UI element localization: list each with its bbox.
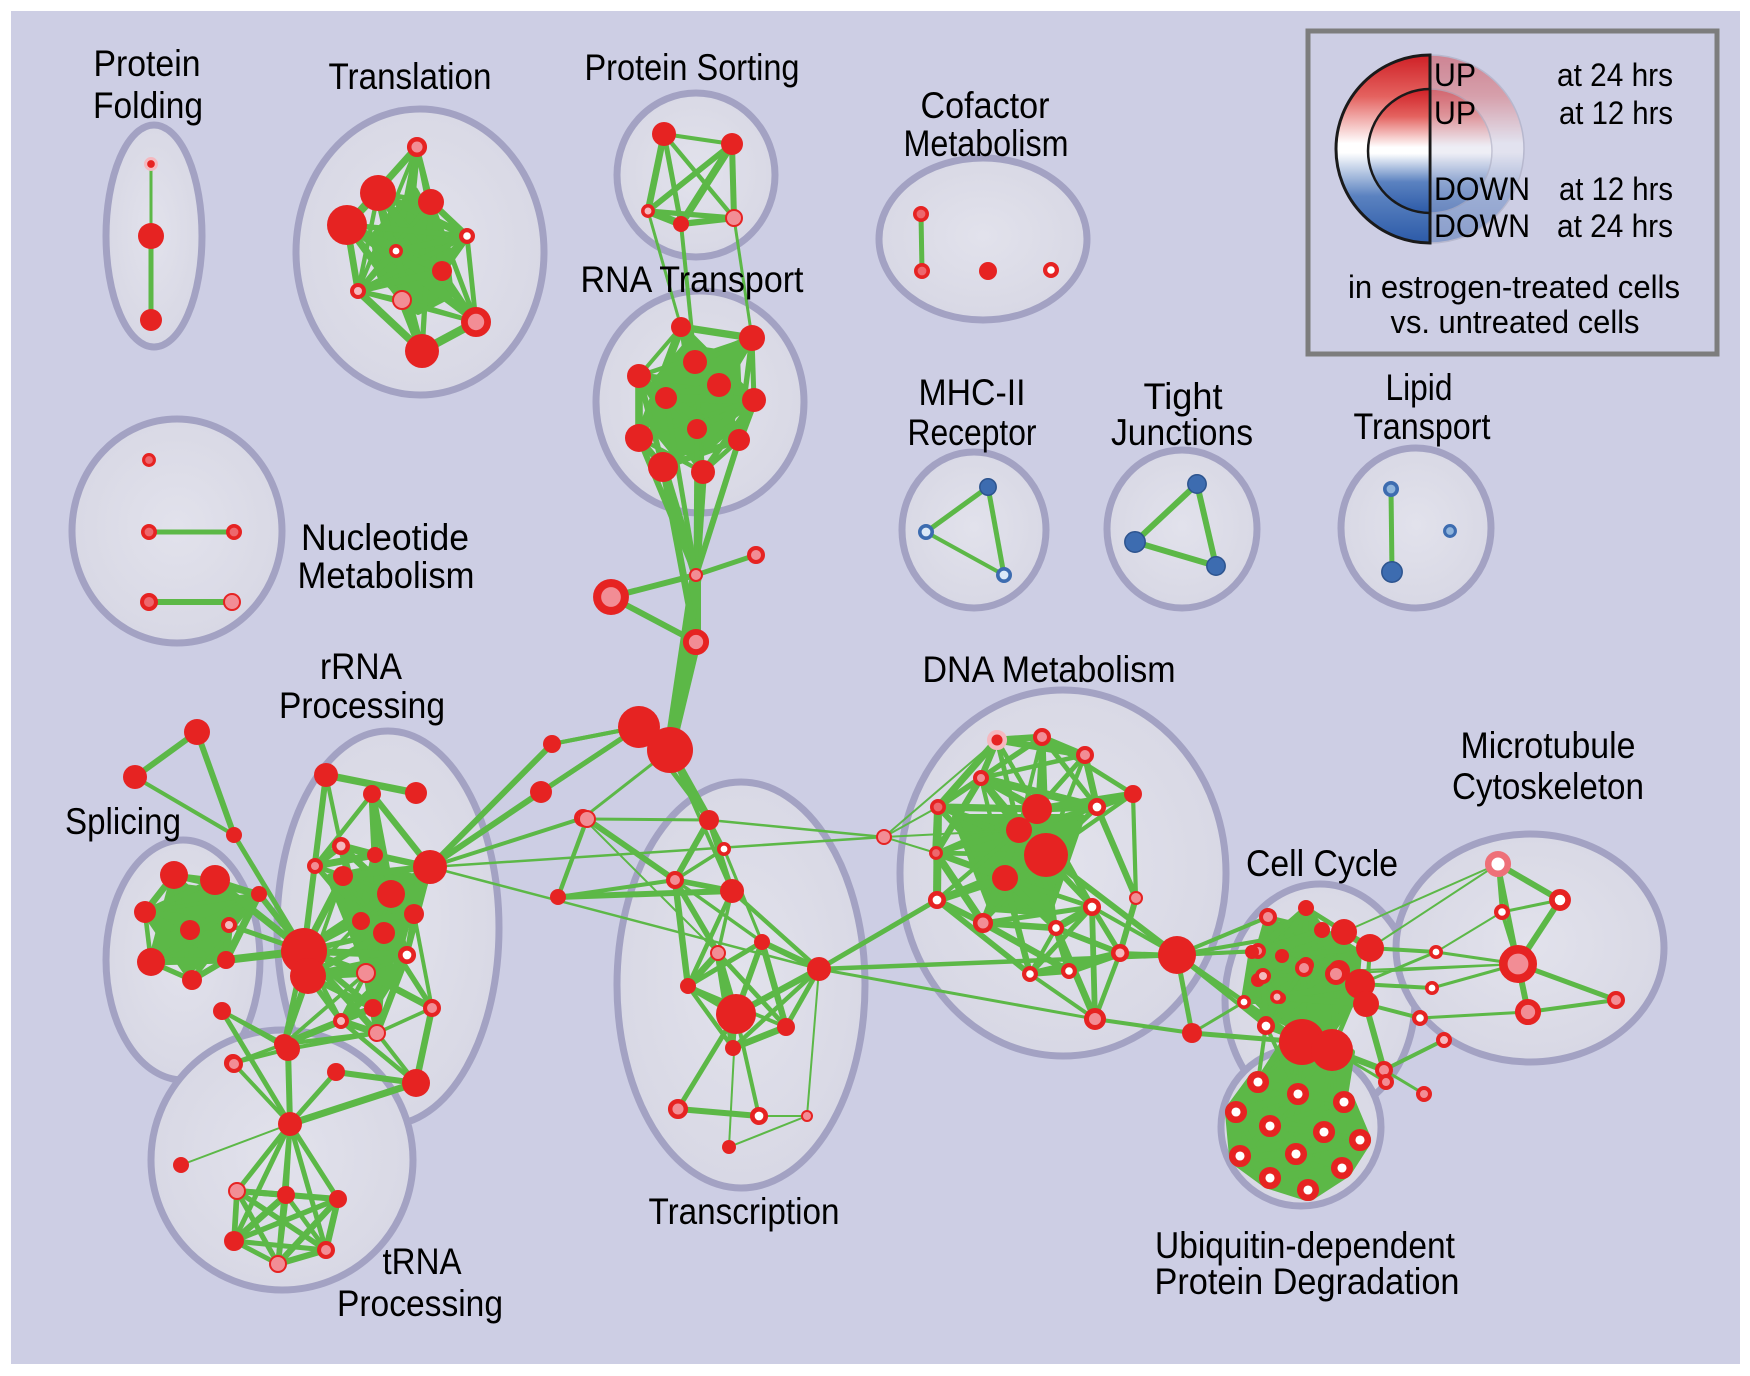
svg-text:Transport: Transport xyxy=(1354,406,1492,447)
svg-text:Protein Degradation: Protein Degradation xyxy=(1155,1261,1460,1302)
svg-text:at 24 hrs: at 24 hrs xyxy=(1557,208,1673,244)
svg-text:Lipid: Lipid xyxy=(1386,367,1453,408)
svg-text:Receptor: Receptor xyxy=(908,412,1037,453)
svg-text:DOWN: DOWN xyxy=(1434,171,1530,207)
svg-text:tRNA: tRNA xyxy=(383,1241,462,1282)
svg-text:Splicing: Splicing xyxy=(65,801,181,842)
svg-text:Processing: Processing xyxy=(279,685,445,726)
svg-text:Cofactor: Cofactor xyxy=(921,85,1050,126)
svg-text:Nucleotide: Nucleotide xyxy=(301,517,469,558)
svg-text:Metabolism: Metabolism xyxy=(904,123,1069,164)
svg-text:Protein: Protein xyxy=(94,43,201,84)
svg-text:Metabolism: Metabolism xyxy=(298,555,475,596)
svg-text:UP: UP xyxy=(1434,95,1476,131)
svg-text:Transcription: Transcription xyxy=(649,1191,840,1232)
svg-text:RNA Transport: RNA Transport xyxy=(581,259,805,300)
svg-text:Protein Sorting: Protein Sorting xyxy=(585,47,800,88)
svg-text:at 12 hrs: at 12 hrs xyxy=(1559,95,1673,131)
svg-text:Junctions: Junctions xyxy=(1111,412,1253,453)
svg-text:DNA Metabolism: DNA Metabolism xyxy=(923,649,1176,690)
svg-text:Microtubule: Microtubule xyxy=(1461,725,1636,766)
svg-text:MHC-II: MHC-II xyxy=(919,372,1026,413)
svg-text:Translation: Translation xyxy=(329,56,492,97)
svg-text:UP: UP xyxy=(1434,57,1476,93)
svg-text:in estrogen-treated cells: in estrogen-treated cells xyxy=(1348,269,1680,305)
svg-text:rRNA: rRNA xyxy=(320,646,402,687)
svg-text:Folding: Folding xyxy=(93,85,203,126)
svg-text:Cell Cycle: Cell Cycle xyxy=(1246,843,1398,884)
svg-text:at 12 hrs: at 12 hrs xyxy=(1559,171,1673,207)
svg-text:at 24 hrs: at 24 hrs xyxy=(1557,57,1673,93)
svg-text:Processing: Processing xyxy=(337,1283,503,1324)
svg-text:Ubiquitin-dependent: Ubiquitin-dependent xyxy=(1155,1225,1456,1266)
svg-text:Tight: Tight xyxy=(1144,376,1224,417)
svg-text:DOWN: DOWN xyxy=(1434,208,1530,244)
svg-text:vs. untreated cells: vs. untreated cells xyxy=(1391,304,1640,340)
svg-text:Cytoskeleton: Cytoskeleton xyxy=(1452,766,1644,807)
